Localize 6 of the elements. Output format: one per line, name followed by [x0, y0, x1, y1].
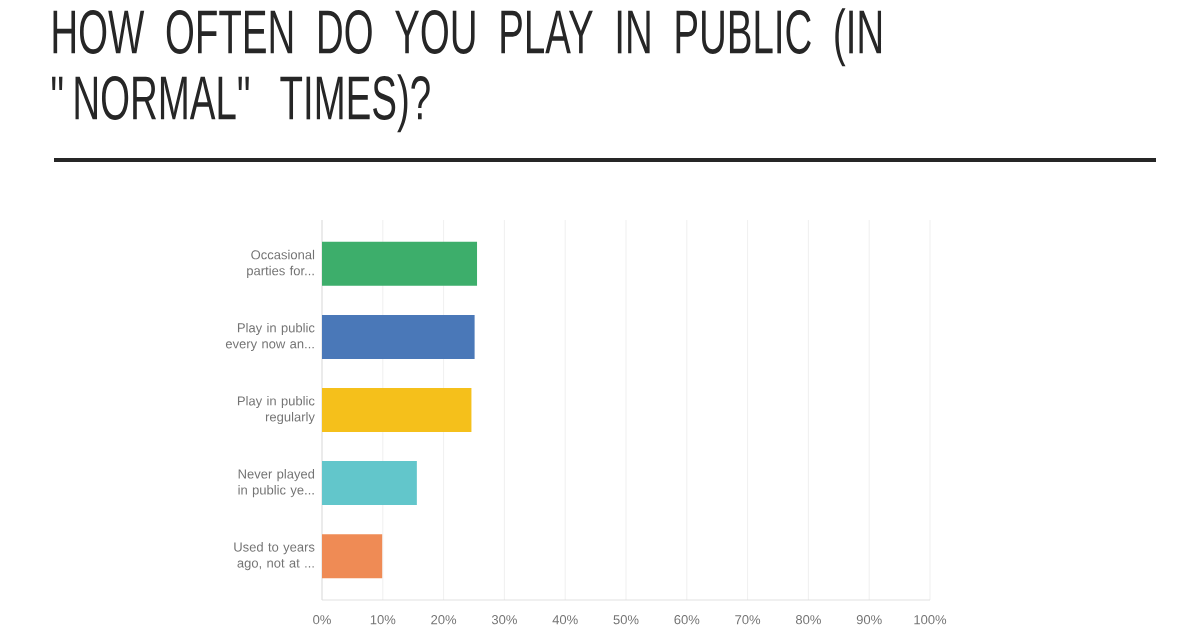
- bar: [322, 461, 417, 506]
- bar: [322, 241, 478, 286]
- bar: [322, 534, 383, 579]
- chart-title: HOW OFTEN DO YOU PLAY IN PUBLIC (IN "NORMAL" TIMES)?: [52, 8, 882, 133]
- bar: [322, 314, 475, 359]
- bar: [322, 388, 472, 433]
